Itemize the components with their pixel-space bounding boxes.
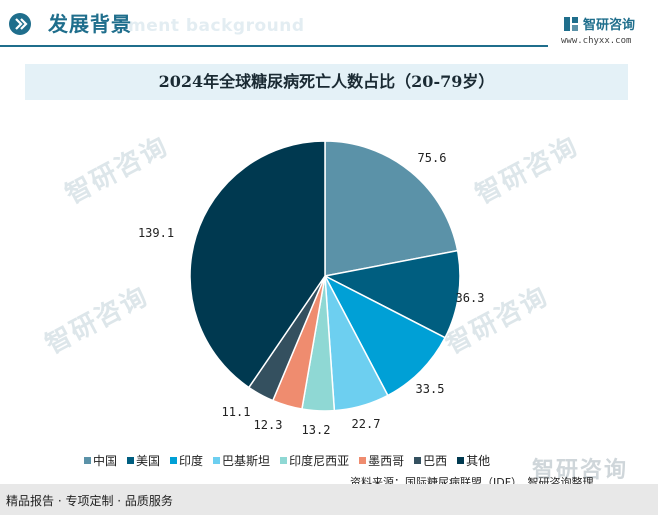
legend-label: 中国 (93, 453, 118, 468)
page-title: 发展背景 (48, 12, 132, 36)
legend-label: 印度 (179, 453, 204, 468)
legend-swatch (213, 456, 221, 464)
header-ghost-text: ment background (128, 16, 305, 36)
legend-label: 其他 (466, 453, 491, 468)
legend-label: 墨西哥 (368, 453, 405, 468)
double-chevron-icon (9, 13, 31, 35)
slice-value-label-5: 12.3 (254, 418, 283, 432)
chart-title-bar: 2024年全球糖尿病死亡人数占比（20-79岁） (25, 64, 628, 100)
header: ment background 发展背景 智研咨询 www.chyxx.com (0, 0, 658, 47)
legend-item-4: 印度尼西亚 (280, 452, 349, 468)
slice-value-label-6: 11.1 (222, 405, 251, 419)
legend-label: 巴西 (423, 453, 448, 468)
legend-swatch (414, 456, 422, 464)
pie-slice-0 (324, 140, 459, 277)
legend-swatch (359, 456, 367, 464)
legend-item-0: 中国 (84, 452, 117, 468)
watermark-bottom: 智研咨询 (532, 458, 629, 483)
brand-url: www.chyxx.com (561, 36, 632, 46)
header-divider (0, 45, 548, 47)
legend-label: 巴基斯坦 (222, 453, 271, 468)
slice-value-label-7: 139.1 (138, 226, 174, 240)
brand-logo-icon (564, 17, 578, 31)
slice-value-label-4: 13.2 (302, 423, 331, 437)
slice-value-label-3: 22.7 (352, 417, 381, 431)
pie-slice-7 (189, 140, 326, 389)
legend-item-3: 巴基斯坦 (213, 452, 270, 468)
footer-bar: 精品报告 · 专项定制 · 品质服务 (0, 484, 658, 515)
legend-item-1: 美国 (127, 452, 160, 468)
footer-text: 精品报告 · 专项定制 · 品质服务 (6, 494, 173, 508)
legend-label: 美国 (136, 453, 161, 468)
pie-slice-2 (323, 274, 447, 397)
brand-name: 智研咨询 (583, 18, 636, 33)
chart-legend: 中国 美国 印度 巴基斯坦 印度尼西亚 墨西哥 巴西 其他 (84, 452, 490, 468)
chart-title: 2024年全球糖尿病死亡人数占比（20-79岁） (158, 72, 495, 91)
legend-label: 印度尼西亚 (289, 453, 350, 468)
legend-item-6: 巴西 (414, 452, 447, 468)
pie-slice-1 (322, 249, 461, 339)
slice-value-label-2: 33.5 (416, 382, 445, 396)
legend-swatch (170, 456, 178, 464)
legend-item-7: 其他 (457, 452, 490, 468)
legend-swatch (457, 456, 465, 464)
slice-value-label-1: 36.3 (456, 291, 485, 305)
legend-swatch (280, 456, 288, 464)
legend-swatch (84, 456, 91, 464)
legend-item-5: 墨西哥 (359, 452, 404, 468)
legend-item-2: 印度 (170, 452, 203, 468)
slice-value-label-0: 75.6 (418, 151, 447, 165)
legend-swatch (127, 456, 135, 464)
